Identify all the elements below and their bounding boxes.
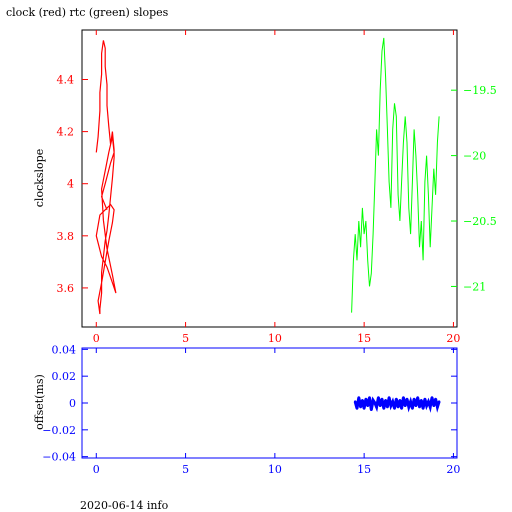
top-y-tick-label: 4.2 [57, 126, 75, 139]
top-y-tick-label: 3.8 [57, 230, 75, 243]
top-y-tick-label: 3.6 [57, 282, 75, 295]
top-plot-frame [81, 29, 458, 328]
offset-point [364, 397, 368, 401]
offset-point [425, 404, 428, 408]
top-x-tick-label: 0 [93, 332, 100, 345]
bottom-y-tick-label: −0.02 [42, 424, 76, 437]
chart-title: clock (red) rtc (green) slopes [6, 6, 169, 19]
bottom-y-tick-label: 0 [69, 397, 76, 410]
top-y-tick-label: 4.4 [57, 74, 75, 87]
bottom-x-tick-label: 15 [357, 463, 371, 476]
top-x-tick-label: 10 [268, 332, 282, 345]
offset-point [407, 405, 411, 409]
bottom-y-tick-label: −0.04 [42, 451, 76, 464]
offset-point [387, 396, 391, 399]
offset-point [366, 404, 370, 408]
top-x-ticks: 0 5 10 15 20 [93, 30, 460, 345]
top-panel: 0 5 10 15 20 3.63.844.24.4 −19.5−20−20.5−21 … [33, 29, 497, 345]
bottom-x-tick-label: 10 [268, 463, 282, 476]
offset-point [384, 399, 387, 402]
bottom-x-ticks: 0 5 10 15 20 [93, 348, 460, 476]
offset-point [412, 397, 416, 401]
offset-point [411, 407, 414, 410]
bottom-x-tick-label: 0 [93, 463, 100, 476]
series-rtc-line [351, 37, 440, 313]
offset-point [370, 408, 373, 412]
offset-point [373, 401, 377, 405]
footer-label: 2020-06-14 info [80, 499, 169, 512]
top-y2-tick-label: −21 [463, 280, 486, 293]
offset-point [362, 407, 366, 410]
offset-point [436, 405, 439, 409]
bottom-panel: 0 5 10 15 20 0.04 0.02 0 −0.02 −0.04 offset(ms) [33, 343, 460, 476]
top-y2-tick-label: −20 [463, 150, 486, 163]
offset-point [416, 396, 420, 399]
offset-point [402, 396, 405, 399]
bottom-y-tick-label: 0.02 [52, 370, 77, 383]
offset-point [421, 407, 425, 410]
offset-point [389, 404, 393, 408]
offset-point [355, 407, 359, 410]
offset-point [403, 404, 407, 408]
bottom-y-axis-label: offset(ms) [33, 374, 46, 430]
top-x-tick-label: 15 [357, 332, 371, 345]
bottom-x-tick-label: 20 [446, 463, 460, 476]
offset-point [353, 400, 357, 404]
offset-point [418, 405, 421, 409]
offset-point [420, 399, 423, 402]
offset-point [437, 400, 441, 404]
offset-point [378, 404, 382, 408]
offset-point [393, 407, 396, 410]
offset-point [414, 404, 418, 408]
offset-point [359, 405, 362, 409]
offset-point [382, 407, 386, 410]
top-x-tick-label: 5 [182, 332, 189, 345]
top-y2-tick-label: −19.5 [463, 84, 497, 97]
offset-point [375, 405, 378, 409]
offset-point [409, 400, 412, 404]
offset-point [427, 400, 430, 404]
offset-point [432, 404, 436, 408]
offset-point [396, 405, 400, 409]
top-y-axis-label: clockslope [33, 149, 46, 207]
offset-point [423, 397, 427, 401]
top-x-tick-label: 20 [446, 332, 460, 345]
bottom-y-tick-label: 0.04 [52, 343, 77, 356]
offset-point [357, 396, 361, 399]
offset-points [353, 396, 441, 413]
top-y-ticks: 3.6 3.8 4 4.2 4.4 [57, 74, 88, 295]
offset-point [391, 400, 395, 404]
offset-point [405, 397, 409, 401]
offset-point [380, 397, 384, 401]
offset-point [400, 407, 403, 410]
bottom-y-ticks: 0.04 0.02 0 −0.02 −0.04 [42, 343, 457, 464]
top-y2-ticks: −19.5 −20 −20.5 −21 [451, 84, 497, 293]
offset-point [386, 405, 389, 409]
offset-point [368, 396, 371, 399]
offset-point [371, 399, 375, 402]
top-y-tick-label: 4 [67, 178, 74, 191]
series-clock-line [95, 40, 117, 315]
bottom-x-tick-label: 5 [182, 463, 189, 476]
top-y2-tick-label: −20.5 [463, 215, 497, 228]
offset-point [361, 399, 364, 402]
offset-point [434, 397, 437, 401]
offset-point [377, 396, 380, 399]
offset-point [398, 399, 402, 402]
offset-point [428, 405, 432, 409]
offset-point [430, 396, 434, 399]
offset-point [395, 397, 398, 401]
